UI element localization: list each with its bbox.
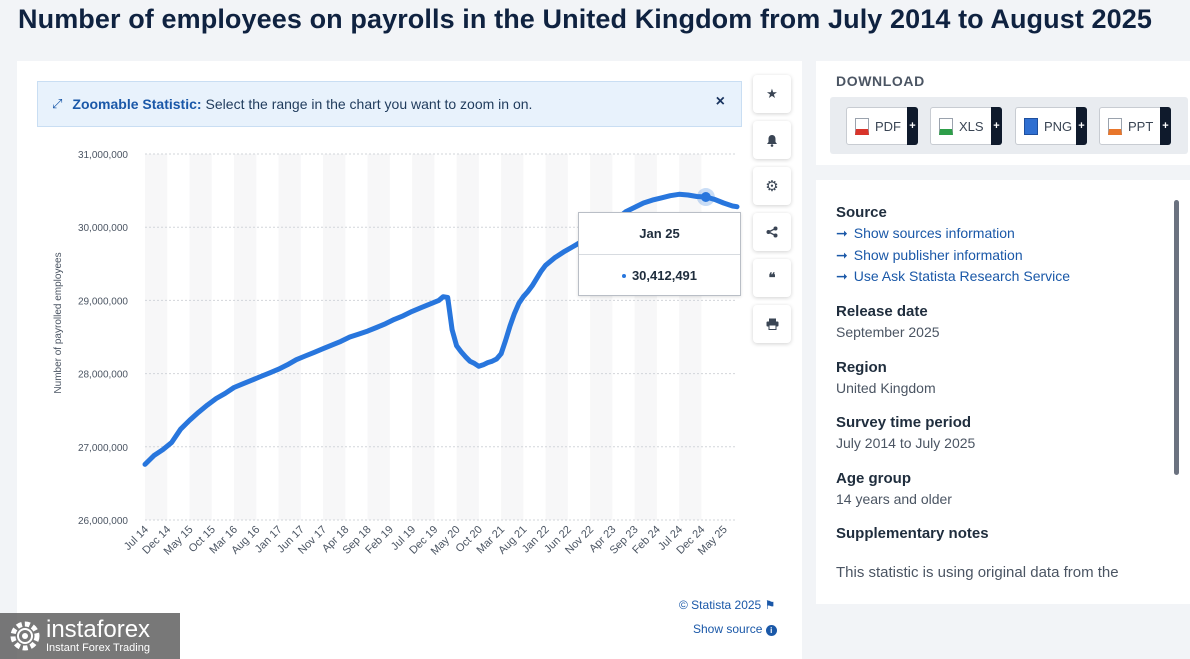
notification-button[interactable] [753, 121, 791, 159]
flag-icon: ⚑ [764, 598, 776, 612]
xls-file-icon [939, 117, 953, 135]
print-button[interactable] [753, 305, 791, 343]
y-tick-label: 28,000,000 [78, 370, 128, 381]
download-card: DOWNLOAD PDF + XLS + PNG + PPT + [816, 61, 1190, 165]
line-chart[interactable]: 26,000,000 27,000,000 28,000,000 29,000,000… [17, 141, 757, 581]
show-sources-link[interactable]: ➞ Show sources information [836, 225, 1015, 242]
download-ppt-label: PPT [1128, 118, 1154, 134]
y-axis-label: Number of payrolled employees [53, 252, 64, 393]
download-pdf-label: PDF [875, 118, 901, 134]
chart-band [323, 154, 346, 520]
quote-icon: ❝ [768, 270, 776, 285]
plus-icon: + [991, 107, 1002, 145]
close-icon[interactable]: × [715, 93, 725, 110]
supplementary-notes-text: This statistic is using original data fr… [836, 564, 1119, 581]
chart-band [634, 154, 657, 520]
age-group-value: 14 years and older [836, 491, 952, 507]
print-icon [766, 318, 778, 330]
download-title: DOWNLOAD [836, 73, 925, 89]
plus-icon: + [907, 107, 918, 145]
zoom-icon: ⤢ [52, 96, 63, 111]
arrow-right-icon: ➞ [836, 268, 848, 284]
download-pdf-button[interactable]: PDF + [846, 107, 918, 145]
chart-tooltip: Jan 25 30,412,491 [578, 212, 741, 296]
release-date-value: September 2025 [836, 324, 940, 340]
survey-period-heading: Survey time period [836, 414, 972, 431]
chart-band [189, 154, 212, 520]
survey-period-value: July 2014 to July 2025 [836, 435, 976, 451]
share-button[interactable] [753, 213, 791, 251]
watermark-sub: Instant Forex Trading [46, 641, 150, 654]
gear-icon: ⚙ [765, 178, 779, 195]
zoom-banner-text: Select the range in the chart you want t… [205, 96, 533, 112]
ask-statista-link[interactable]: ➞ Use Ask Statista Research Service [836, 268, 1070, 285]
info-scrollbar[interactable] [1174, 200, 1179, 475]
chart-band [590, 154, 613, 520]
zoom-banner-title: Zoomable Statistic: [72, 96, 202, 112]
chart-band [145, 154, 168, 520]
chart-band [367, 154, 390, 520]
show-sources-text: Show sources information [853, 225, 1015, 241]
page-title: Number of employees on payrolls in the U… [18, 4, 1153, 34]
data-point-highlight [700, 192, 711, 203]
chart-band [412, 154, 435, 520]
release-date-heading: Release date [836, 303, 928, 320]
download-xls-button[interactable]: XLS + [930, 107, 1002, 145]
plus-icon: + [1076, 107, 1087, 145]
y-tick-label: 31,000,000 [78, 150, 128, 161]
download-png-label: PNG [1044, 118, 1073, 134]
show-source-link[interactable]: Show source i [693, 622, 777, 636]
y-tick-label: 26,000,000 [78, 516, 128, 527]
info-icon: i [765, 625, 777, 636]
bell-icon [767, 134, 777, 147]
chart-band [501, 154, 524, 520]
source-heading: Source [836, 204, 887, 221]
download-xls-label: XLS [959, 118, 984, 134]
pdf-file-icon [855, 117, 869, 135]
show-publisher-link[interactable]: ➞ Show publisher information [836, 247, 1023, 264]
download-ppt-button[interactable]: PPT + [1099, 107, 1171, 145]
settings-button[interactable]: ⚙ [753, 167, 791, 205]
chart-card: ⤢ Zoomable Statistic: Select the range i… [17, 61, 802, 659]
plus-icon: + [1160, 107, 1171, 145]
y-tick-label: 27,000,000 [78, 443, 128, 454]
star-icon: ★ [766, 86, 778, 101]
favorite-button[interactable]: ★ [753, 75, 791, 113]
share-icon [766, 226, 778, 238]
chart-band [679, 154, 702, 520]
download-bar: PDF + XLS + PNG + PPT + [830, 97, 1188, 154]
age-group-heading: Age group [836, 470, 911, 487]
watermark-logo: instaforex Instant Forex Trading [0, 613, 180, 659]
copyright-text: © Statista 2025 [679, 598, 762, 612]
tooltip-series-dot [621, 273, 626, 278]
chart-band [234, 154, 257, 520]
show-source-text: Show source [693, 622, 763, 636]
gear-logo-icon [10, 621, 40, 651]
y-tick-label: 30,000,000 [78, 223, 128, 234]
y-tick-label: 29,000,000 [78, 296, 128, 307]
region-heading: Region [836, 359, 887, 376]
info-card: Source ➞ Show sources information ➞ Show p… [816, 180, 1190, 604]
copyright-link[interactable]: © Statista 2025 ⚑ [679, 598, 775, 612]
tooltip-value: 30,412,491 [631, 268, 698, 283]
arrow-right-icon: ➞ [836, 247, 848, 263]
tooltip-date: Jan 25 [579, 213, 740, 255]
zoom-banner: ⤢ Zoomable Statistic: Select the range i… [37, 81, 742, 127]
cite-button[interactable]: ❝ [753, 259, 791, 297]
png-file-icon [1024, 117, 1038, 135]
show-publisher-text: Show publisher information [853, 247, 1023, 263]
region-value: United Kingdom [836, 380, 936, 396]
arrow-right-icon: ➞ [836, 225, 848, 241]
ppt-file-icon [1108, 117, 1122, 135]
supplementary-notes-heading: Supplementary notes [836, 525, 989, 542]
chart-band [456, 154, 479, 520]
chart-band [278, 154, 301, 520]
ask-statista-text: Use Ask Statista Research Service [853, 268, 1071, 284]
chart-band [545, 154, 568, 520]
download-png-button[interactable]: PNG + [1015, 107, 1087, 145]
watermark-brand: instaforex [46, 615, 151, 643]
